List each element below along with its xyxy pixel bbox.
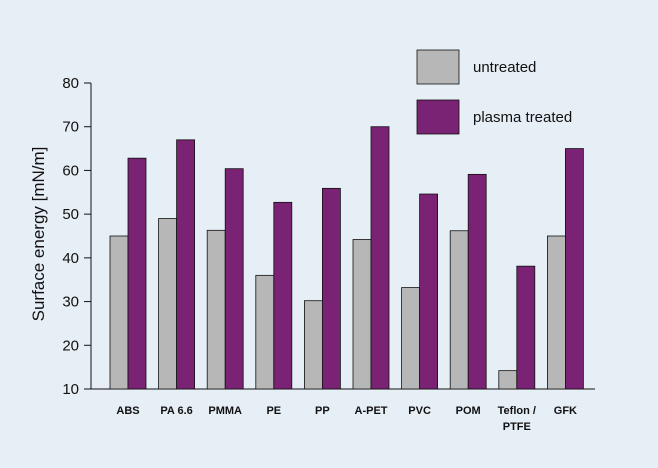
bar-untreated <box>158 218 178 390</box>
y-tick-label: 40 <box>62 250 79 267</box>
x-tick-label: PP <box>315 405 330 417</box>
bar-plasma-treated <box>419 193 439 390</box>
y-tick-label: 80 <box>62 75 79 92</box>
bar-plasma-treated <box>127 157 147 390</box>
y-tick-label: 20 <box>62 337 79 354</box>
bar-untreated <box>449 230 469 390</box>
bar-plasma-treated <box>273 201 293 390</box>
x-tick-label: ABS <box>116 405 139 417</box>
legend: untreated plasma treated <box>416 49 572 135</box>
y-tick-label: 10 <box>62 381 79 398</box>
x-tick-label: POM <box>456 405 481 417</box>
bar-untreated <box>547 235 566 390</box>
bar-plasma-treated <box>224 168 244 390</box>
y-tick-label: 60 <box>62 162 79 179</box>
bar-plasma-treated <box>176 139 196 390</box>
x-tick-label: PVC <box>408 405 431 417</box>
legend-label-plasma-treated: plasma treated <box>473 109 572 126</box>
bars <box>109 126 584 390</box>
bar-plasma-treated <box>370 126 390 390</box>
y-axis-label: Surface energy [mN/m] <box>29 147 48 322</box>
bar-untreated <box>255 274 275 390</box>
y-tick-label: 50 <box>62 206 79 223</box>
bar-untreated <box>401 287 421 390</box>
bar-plasma-treated <box>467 173 487 390</box>
legend-label-untreated: untreated <box>473 59 536 76</box>
y-tick-label: 70 <box>62 119 79 136</box>
legend-swatch-untreated <box>416 49 460 85</box>
bar-plasma-treated <box>565 148 584 390</box>
x-tick-label: Teflon / <box>498 405 536 417</box>
x-tick-label: PTFE <box>503 421 531 433</box>
y-ticks: 10 20 30 40 50 60 70 80 <box>62 75 91 398</box>
x-tick-label: PE <box>266 405 281 417</box>
x-tick-label: PMMA <box>208 405 242 417</box>
bar-untreated <box>498 370 518 390</box>
x-tick-label: GFK <box>554 405 577 417</box>
legend-swatch-plasma-treated <box>416 99 460 135</box>
bar-untreated <box>206 229 226 390</box>
y-tick-label: 30 <box>62 294 79 311</box>
x-tick-label: PA 6.6 <box>160 405 192 417</box>
x-tick-labels: ABS PA 6.6 PMMA PE PP A-PET PVC POM Teflon / PTFE… <box>116 405 577 433</box>
bar-plasma-treated <box>516 265 536 390</box>
bar-untreated <box>109 235 129 390</box>
bar-plasma-treated <box>321 187 341 390</box>
bar-untreated <box>352 239 372 390</box>
x-tick-label: A-PET <box>355 405 388 417</box>
bar-untreated <box>303 300 323 390</box>
